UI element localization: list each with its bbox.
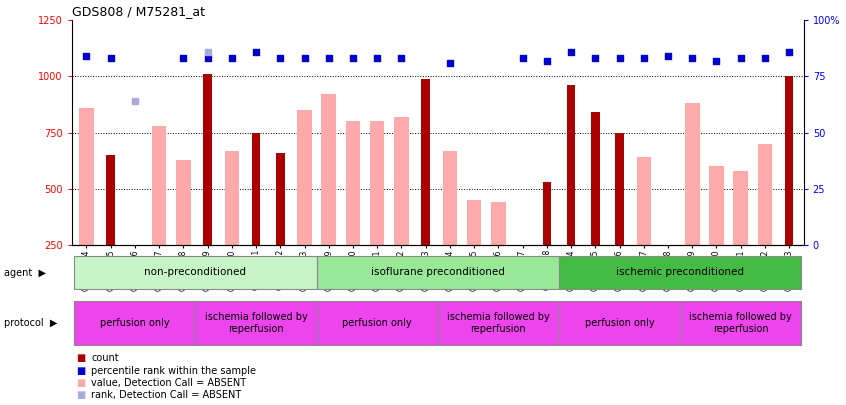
Bar: [559, 256, 801, 289]
Bar: [785, 77, 794, 245]
Text: value, Detection Call = ABSENT: value, Detection Call = ABSENT: [91, 378, 246, 388]
Text: protocol  ▶: protocol ▶: [4, 318, 58, 328]
Point: [80, 53, 93, 60]
Text: perfusion only: perfusion only: [585, 318, 654, 328]
Text: count: count: [91, 354, 119, 363]
Point: [589, 55, 602, 62]
Bar: [636, 158, 651, 245]
Point: [346, 55, 360, 62]
Point: [783, 49, 796, 55]
Bar: [542, 182, 551, 245]
Bar: [203, 74, 212, 245]
Bar: [321, 94, 336, 245]
Point: [273, 55, 287, 62]
Point: [201, 55, 214, 62]
Point: [322, 55, 336, 62]
Text: GDS808 / M75281_at: GDS808 / M75281_at: [72, 5, 205, 18]
Bar: [152, 126, 167, 245]
Text: perfusion only: perfusion only: [100, 318, 170, 328]
Text: non-preconditioned: non-preconditioned: [145, 267, 246, 277]
Point: [225, 55, 239, 62]
Text: ■: ■: [76, 354, 85, 363]
Point: [201, 49, 214, 55]
Bar: [559, 301, 680, 345]
Bar: [80, 108, 94, 245]
Point: [104, 55, 118, 62]
Bar: [685, 103, 700, 245]
Bar: [176, 160, 190, 245]
Bar: [567, 85, 575, 245]
Point: [564, 49, 578, 55]
Bar: [467, 200, 481, 245]
Point: [637, 55, 651, 62]
Bar: [394, 117, 409, 245]
Bar: [252, 133, 261, 245]
Text: percentile rank within the sample: percentile rank within the sample: [91, 366, 256, 375]
Bar: [615, 133, 624, 245]
Point: [613, 55, 626, 62]
Bar: [224, 151, 239, 245]
Bar: [591, 113, 600, 245]
Point: [443, 60, 457, 66]
Bar: [370, 122, 384, 245]
Point: [540, 58, 553, 64]
Point: [128, 98, 141, 104]
Text: ischemia followed by
reperfusion: ischemia followed by reperfusion: [447, 312, 550, 334]
Bar: [74, 256, 316, 289]
Bar: [421, 79, 430, 245]
Point: [758, 55, 772, 62]
Bar: [346, 122, 360, 245]
Text: rank, Detection Call = ABSENT: rank, Detection Call = ABSENT: [91, 390, 242, 400]
Bar: [680, 301, 801, 345]
Point: [250, 49, 263, 55]
Text: ■: ■: [76, 378, 85, 388]
Point: [734, 55, 748, 62]
Bar: [195, 301, 316, 345]
Text: ■: ■: [76, 366, 85, 375]
Point: [395, 55, 409, 62]
Bar: [758, 144, 772, 245]
Bar: [276, 153, 284, 245]
Point: [371, 55, 384, 62]
Bar: [316, 256, 559, 289]
Bar: [709, 166, 723, 245]
Bar: [107, 155, 115, 245]
Text: ischemia followed by
reperfusion: ischemia followed by reperfusion: [205, 312, 307, 334]
Bar: [442, 151, 457, 245]
Point: [177, 55, 190, 62]
Text: ischemic preconditioned: ischemic preconditioned: [616, 267, 744, 277]
Text: perfusion only: perfusion only: [343, 318, 412, 328]
Point: [298, 55, 311, 62]
Point: [685, 55, 699, 62]
Bar: [437, 301, 559, 345]
Text: ischemia followed by
reperfusion: ischemia followed by reperfusion: [689, 312, 792, 334]
Text: ■: ■: [76, 390, 85, 400]
Bar: [74, 301, 195, 345]
Bar: [733, 171, 748, 245]
Point: [662, 53, 675, 60]
Bar: [492, 202, 506, 245]
Text: isoflurane preconditioned: isoflurane preconditioned: [371, 267, 505, 277]
Bar: [316, 301, 437, 345]
Bar: [297, 110, 312, 245]
Point: [710, 58, 723, 64]
Text: agent  ▶: agent ▶: [4, 268, 47, 277]
Point: [516, 55, 530, 62]
